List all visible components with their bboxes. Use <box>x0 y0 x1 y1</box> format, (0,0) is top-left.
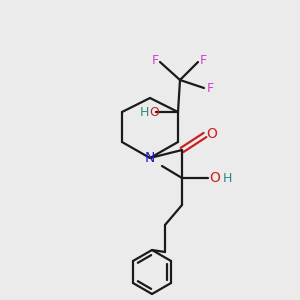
Text: H: H <box>139 106 149 118</box>
Text: F: F <box>152 55 159 68</box>
Text: F: F <box>206 82 214 94</box>
Text: O: O <box>210 171 220 185</box>
Text: O: O <box>207 127 218 141</box>
Text: H: H <box>222 172 232 185</box>
Text: N: N <box>145 151 155 165</box>
Text: O: O <box>149 106 159 118</box>
Text: F: F <box>200 55 207 68</box>
